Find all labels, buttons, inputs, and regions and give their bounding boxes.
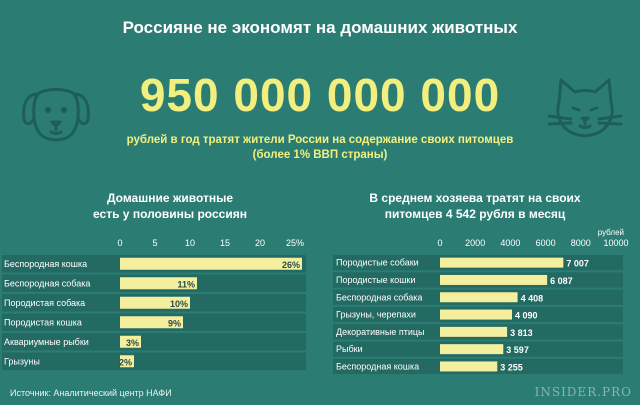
left-chart-title: Домашние животные есть у половины россия…: [60, 190, 280, 222]
chart1-value-label: 6 087: [550, 276, 573, 286]
chart0-category-label: Беспородная собака: [4, 278, 90, 288]
subtitle: рублей в год тратят жители России на сод…: [0, 133, 640, 163]
chart1-category-label: Породистые собаки: [336, 258, 419, 268]
chart1-value-label: 4 090: [515, 311, 538, 321]
chart0-value-label: 10%: [170, 299, 188, 309]
chart0-category-label: Аквариумные рыбки: [4, 337, 89, 347]
chart1-category-label: Породистые кошки: [336, 275, 415, 285]
chart1-value-label: 4 408: [521, 293, 544, 303]
chart0-bar: [120, 296, 190, 309]
chart0-bar: [120, 316, 183, 329]
chart1-tick-label: 4000: [500, 238, 520, 248]
chart0-tick-label: 15: [220, 238, 230, 248]
chart1-bar: [440, 309, 512, 320]
right-chart-title-line-1: В среднем хозяева тратят на своих: [369, 191, 581, 205]
chart0-tick-label: 5: [152, 238, 157, 248]
chart1-bar: [440, 344, 504, 355]
chart1-tick-label: 6000: [536, 238, 556, 248]
chart1-category-label: Беспородная собака: [336, 292, 422, 302]
subtitle-line-2: (более 1% ВВП страны): [252, 149, 388, 161]
chart0-value-label: 9%: [168, 318, 181, 328]
chart1-tick-label: 10000: [603, 238, 628, 248]
chart0-category-label: Грызуны: [4, 356, 40, 366]
chart1-tick-label: 2000: [465, 238, 485, 248]
chart1-value-label: 3 813: [510, 328, 533, 338]
chart0-bar: [120, 335, 141, 348]
chart0-bar: [120, 257, 302, 270]
chart0-tick-label: 0: [117, 238, 122, 248]
insider-logo: INSIDER.PRO: [534, 385, 632, 399]
chart0-tick-label: 25%: [286, 238, 304, 248]
chart0-bar: [120, 355, 134, 368]
source-note: Источник: Аналитический центр НАФИ: [10, 388, 172, 398]
big-number: 950 000 000 000: [139, 69, 501, 121]
chart0-category-label: Беспородная кошка: [4, 259, 87, 269]
chart0-category-label: Породистая кошка: [4, 317, 82, 327]
chart0-tick-label: 10: [185, 238, 195, 248]
chart1-category-label: Грызуны, черепахи: [336, 310, 416, 320]
chart1-bar: [440, 257, 564, 268]
chart1-bar: [440, 274, 548, 285]
cat-icon: [547, 78, 623, 138]
left-chart-title-line-1: Домашние животные: [106, 191, 234, 205]
chart1-bar: [440, 326, 508, 337]
dog-icon: [22, 88, 90, 142]
chart1-category-label: Рыбки: [336, 344, 363, 354]
chart1-category-label: Декоративные птицы: [336, 327, 424, 337]
left-chart-title-line-2: есть у половины россиян: [93, 207, 247, 221]
chart0-bar: [120, 277, 197, 290]
chart0-tick-label: 20: [255, 238, 265, 248]
chart1-value-label: 3 597: [506, 345, 529, 355]
chart0-row-band: [2, 333, 306, 351]
chart0-value-label: 11%: [177, 279, 195, 289]
chart1-category-label: Беспородная кошка: [336, 361, 419, 371]
chart0-value-label: 26%: [282, 260, 300, 270]
right-chart-title-line-2: питомцев 4 542 рубля в месяц: [384, 207, 566, 221]
right-chart-title: В среднем хозяева тратят на своих питомц…: [350, 190, 600, 222]
chart1-value-label: 7 007: [566, 259, 589, 269]
chart1-tick-label: 8000: [571, 238, 591, 248]
chart1-tick-label: 0: [437, 238, 442, 248]
chart1-unit-label: рублей: [598, 228, 624, 237]
chart0-value-label: 3%: [126, 338, 139, 348]
chart1-bar: [440, 361, 498, 372]
chart1-bar: [440, 292, 518, 303]
page-title: Россияне не экономят на домашних животны…: [122, 18, 518, 37]
chart0-value-label: 2%: [119, 357, 132, 367]
chart0-row-band: [2, 352, 306, 370]
chart0-category-label: Породистая собака: [4, 298, 85, 308]
subtitle-line-1: рублей в год тратят жители России на сод…: [126, 134, 514, 146]
chart1-value-label: 3 255: [500, 362, 523, 372]
